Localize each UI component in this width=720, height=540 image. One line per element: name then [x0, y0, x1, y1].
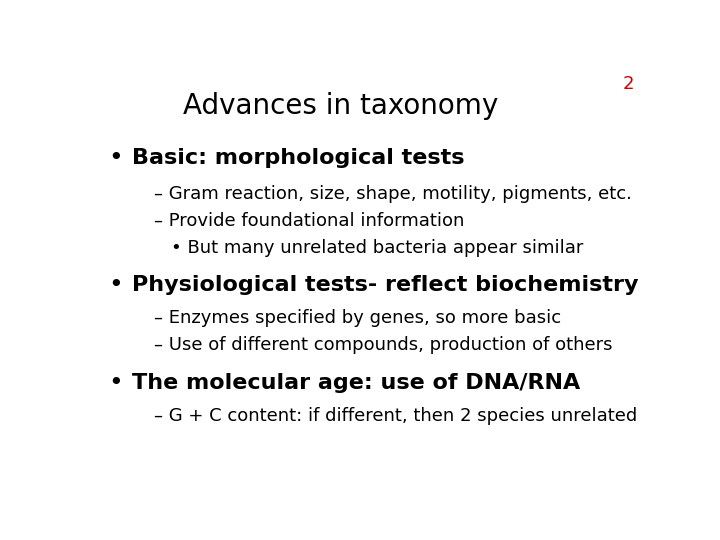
- Text: – Gram reaction, size, shape, motility, pigments, etc.: – Gram reaction, size, shape, motility, …: [154, 185, 632, 202]
- Text: 2: 2: [623, 75, 634, 93]
- Text: – Enzymes specified by genes, so more basic: – Enzymes specified by genes, so more ba…: [154, 309, 562, 327]
- Text: – Provide foundational information: – Provide foundational information: [154, 212, 464, 230]
- Text: – Use of different compounds, production of others: – Use of different compounds, production…: [154, 336, 613, 354]
- Text: Physiological tests- reflect biochemistry: Physiological tests- reflect biochemistr…: [132, 275, 639, 295]
- Text: •: •: [108, 371, 122, 395]
- Text: •: •: [108, 146, 122, 170]
- Text: The molecular age: use of DNA/RNA: The molecular age: use of DNA/RNA: [132, 373, 580, 393]
- Text: • But many unrelated bacteria appear similar: • But many unrelated bacteria appear sim…: [171, 239, 583, 256]
- Text: – G + C content: if different, then 2 species unrelated: – G + C content: if different, then 2 sp…: [154, 407, 637, 425]
- Text: Basic: morphological tests: Basic: morphological tests: [132, 148, 464, 168]
- Text: •: •: [108, 273, 122, 297]
- Text: Advances in taxonomy: Advances in taxonomy: [184, 92, 499, 120]
